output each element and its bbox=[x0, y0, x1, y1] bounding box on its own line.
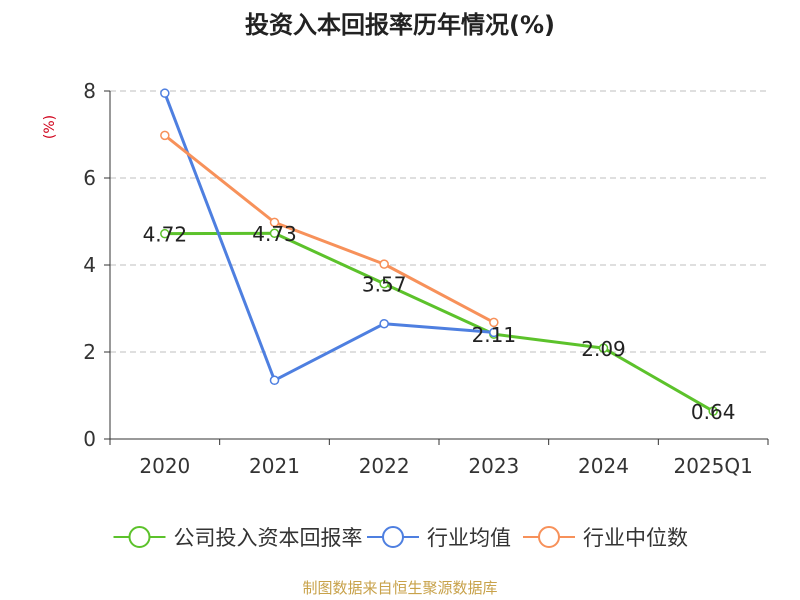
legend-label: 行业中位数 bbox=[583, 526, 688, 550]
data-point bbox=[269, 217, 280, 228]
chart-title: 投资入本回报率历年情况(%) bbox=[245, 11, 555, 39]
legend-item-0[interactable]: 公司投入资本回报率 bbox=[113, 526, 363, 550]
data-point bbox=[379, 278, 389, 289]
data-point bbox=[160, 228, 170, 239]
legend-marker bbox=[382, 526, 404, 548]
data-point bbox=[160, 130, 170, 141]
source-note: 制图数据来自恒生聚源数据库 bbox=[302, 579, 497, 597]
legend-label: 公司投入资本回报率 bbox=[174, 526, 363, 550]
series-line-2 bbox=[163, 134, 495, 324]
legend-label: 行业均值 bbox=[427, 526, 511, 550]
series bbox=[160, 88, 718, 416]
y-tick-label: 8 bbox=[83, 79, 96, 103]
series-line-0 bbox=[164, 231, 714, 413]
legend[interactable]: 公司投入资本回报率 行业均值 行业中位数 bbox=[113, 526, 689, 550]
x-tick-label: 2020 bbox=[139, 454, 190, 478]
data-point bbox=[598, 343, 609, 353]
data-point bbox=[379, 318, 389, 329]
data-point bbox=[160, 88, 170, 98]
data-label: 2.09 bbox=[581, 337, 626, 361]
x-tick-label: 2025Q1 bbox=[673, 454, 752, 478]
axes: 0 2 4 6 8 2020 2021 2022 2023 2024 2025Q1 bbox=[83, 79, 769, 478]
data-label: 3.57 bbox=[362, 273, 407, 297]
x-tick-label: 2022 bbox=[359, 454, 410, 478]
data-point bbox=[489, 327, 499, 338]
data-point bbox=[379, 259, 389, 269]
data-label: 0.64 bbox=[691, 400, 736, 424]
legend-item-1[interactable]: 行业均值 bbox=[367, 526, 511, 550]
y-axis-label: (%) bbox=[42, 115, 58, 139]
data-point bbox=[708, 406, 718, 416]
data-label: 4.72 bbox=[143, 223, 188, 247]
x-tick-label: 2023 bbox=[468, 454, 519, 478]
series-line-1 bbox=[163, 92, 494, 382]
data-point bbox=[269, 375, 280, 386]
legend-marker bbox=[128, 526, 151, 548]
data-label: 2.11 bbox=[472, 323, 517, 347]
y-tick-label: 4 bbox=[83, 253, 96, 277]
legend-item-2[interactable]: 行业中位数 bbox=[523, 526, 688, 550]
x-tick-label: 2024 bbox=[578, 454, 629, 478]
y-tick-label: 0 bbox=[83, 427, 96, 451]
legend-marker bbox=[538, 526, 560, 548]
data-label: 4.73 bbox=[252, 222, 297, 246]
data-labels: 4.72 4.73 3.57 2.11 2.09 0.64 bbox=[143, 222, 736, 424]
y-tick-label: 6 bbox=[83, 166, 96, 190]
data-point bbox=[489, 317, 499, 328]
data-point bbox=[269, 228, 280, 238]
y-tick-label: 2 bbox=[83, 340, 96, 364]
grid bbox=[110, 90, 768, 353]
x-tick-label: 2021 bbox=[249, 454, 300, 478]
